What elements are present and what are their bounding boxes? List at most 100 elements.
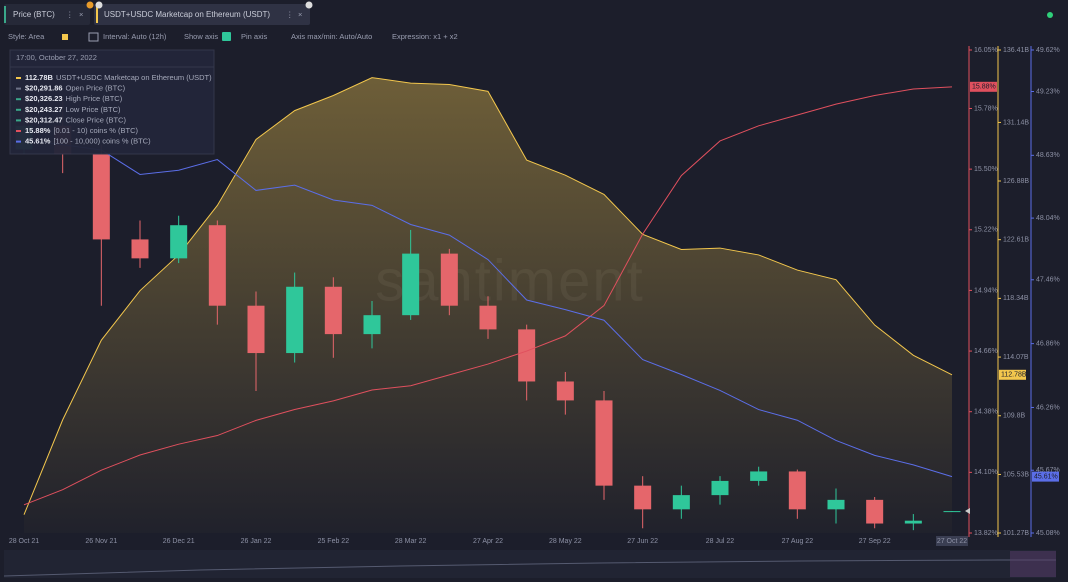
y-tick-label: 47.46% xyxy=(1036,277,1060,284)
candle-body xyxy=(904,520,922,524)
tab[interactable] xyxy=(4,4,90,25)
style-select[interactable]: Style: Area xyxy=(8,32,45,41)
x-tick-label: 28 Jul 22 xyxy=(706,538,735,545)
tooltip-swatch xyxy=(16,130,21,132)
y-tick-label: 14.94% xyxy=(974,287,998,294)
tooltip-row: $20,312.47 Close Price (BTC) xyxy=(25,115,126,124)
expression[interactable]: Expression: x1 + x2 xyxy=(392,32,458,41)
tooltip-swatch xyxy=(16,77,21,79)
cursor-marker xyxy=(965,508,970,514)
y-tick-label: 48.04% xyxy=(1036,215,1060,222)
y-tick-label: 131.14B xyxy=(1003,119,1029,126)
tab-accent xyxy=(96,6,98,23)
x-label-highlight xyxy=(936,536,968,546)
tab-accent xyxy=(4,6,6,23)
tooltip-value: $20,326.23 xyxy=(25,94,63,103)
tooltip-value: 15.88% xyxy=(25,126,51,135)
y-tick-label: 126.88B xyxy=(1003,178,1029,185)
tooltip-swatch xyxy=(16,140,21,143)
candle-body xyxy=(634,485,652,510)
tooltip-swatch xyxy=(16,98,21,101)
line xyxy=(23,139,953,478)
tab-close[interactable]: × xyxy=(79,10,83,19)
y-tick-label: 49.23% xyxy=(1036,88,1060,95)
value-badge xyxy=(970,81,997,92)
lock-icon[interactable] xyxy=(95,1,103,9)
y-tick-label: 118.34B xyxy=(1003,295,1029,302)
tab-label[interactable]: USDT+USDC Marketcap on Ethereum (USDT) xyxy=(104,10,270,19)
x-tick-label: 28 May 22 xyxy=(549,538,582,545)
y-tick-label: 46.86% xyxy=(1036,340,1060,347)
tooltip-row: $20,243.27 Low Price (BTC) xyxy=(25,105,121,114)
download-icon[interactable] xyxy=(305,1,313,9)
color-select[interactable] xyxy=(62,34,68,40)
y-tick-label: 109.8B xyxy=(1003,413,1026,420)
candle-body xyxy=(518,329,536,382)
candle-body xyxy=(402,253,420,316)
candle-body xyxy=(479,305,497,330)
candle-body xyxy=(247,305,265,354)
candle-body xyxy=(827,499,845,510)
value-badge xyxy=(999,369,1026,380)
candle-body xyxy=(324,286,342,335)
candle-body xyxy=(595,400,613,486)
tab-menu[interactable]: ⋮ xyxy=(286,10,294,19)
x-tick-label: 26 Nov 21 xyxy=(85,538,117,545)
line xyxy=(23,86,953,506)
value-badge-label: 45.61% xyxy=(1034,473,1058,480)
y-tick-label: 14.66% xyxy=(974,348,998,355)
y-tick-label: 14.10% xyxy=(974,469,998,476)
y-tick-label: 48.63% xyxy=(1036,152,1060,159)
show-axis-checkbox[interactable] xyxy=(222,32,231,41)
y-tick-label: 15.50% xyxy=(974,166,998,173)
y-tick-label: 16.05% xyxy=(974,47,998,54)
tooltip-label: High Price (BTC) xyxy=(66,94,123,103)
candle-body xyxy=(943,511,961,513)
tooltip-label: USDT+USDC Marketcap on Ethereum (USDT) xyxy=(56,73,212,82)
x-tick-label: 28 Mar 22 xyxy=(395,538,427,545)
y-tick-label: 45.67% xyxy=(1036,467,1060,474)
plot: 13.82% 14.10% 14.38% 14.66% 14.94% 15.22% 15.5… xyxy=(9,46,1060,546)
candle-body xyxy=(208,225,226,306)
tab-label[interactable]: Price (BTC) xyxy=(13,10,55,19)
y-tick-label: 114.07B xyxy=(1003,354,1029,361)
tab-menu[interactable]: ⋮ xyxy=(66,10,74,19)
candle-body xyxy=(556,381,574,401)
x-tick-label: 27 Apr 22 xyxy=(473,538,503,545)
y-tick-label: 105.53B xyxy=(1003,471,1029,478)
y-tick-label: 136.41B xyxy=(1003,47,1029,54)
candle-body xyxy=(92,154,110,240)
badge-icon xyxy=(86,1,94,9)
y-tick-label: 13.82% xyxy=(974,530,998,537)
x-tick-label: 25 Feb 22 xyxy=(318,538,350,545)
interval-select[interactable]: Interval: Auto (12h) xyxy=(103,32,167,41)
tooltip-value: 45.61% xyxy=(25,137,51,146)
candle-body xyxy=(672,495,690,510)
x-tick-label: 26 Jan 22 xyxy=(241,538,272,545)
value-badge xyxy=(1032,471,1059,482)
tooltip: 17:00, October 27, 2022 112.78B USDT+USDC … xyxy=(9,49,215,155)
y-tick-label: 46.26% xyxy=(1036,404,1060,411)
axis-range[interactable]: Axis max/min: Auto/Auto xyxy=(291,32,372,41)
tooltip-time: 17:00, October 27, 2022 xyxy=(16,53,97,62)
tooltip-row: $20,291.86 Open Price (BTC) xyxy=(25,84,126,93)
y-tick-label: 45.08% xyxy=(1036,530,1060,537)
tooltip-value: 112.78B xyxy=(25,73,54,82)
tooltip-value: $20,243.27 xyxy=(25,105,63,114)
x-tick-label: 27 Sep 22 xyxy=(859,538,891,545)
tooltip-row: 45.61% [100 - 10,000) coins % (BTC) xyxy=(25,137,151,146)
tooltip-value: $20,312.47 xyxy=(25,115,63,124)
candle-body xyxy=(131,239,149,259)
tooltip-label: [100 - 10,000) coins % (BTC) xyxy=(53,137,151,146)
navigator-window[interactable] xyxy=(1010,551,1056,577)
pin-axis[interactable]: Pin axis xyxy=(241,32,268,41)
candle-body xyxy=(750,471,768,481)
y-tick-label: 15.78% xyxy=(974,105,998,112)
tab[interactable] xyxy=(94,4,310,25)
candle-body xyxy=(286,286,304,354)
tab-close[interactable]: × xyxy=(298,10,302,19)
tooltip-label: Close Price (BTC) xyxy=(66,115,127,124)
x-tick-label: 27 Jun 22 xyxy=(627,538,658,545)
